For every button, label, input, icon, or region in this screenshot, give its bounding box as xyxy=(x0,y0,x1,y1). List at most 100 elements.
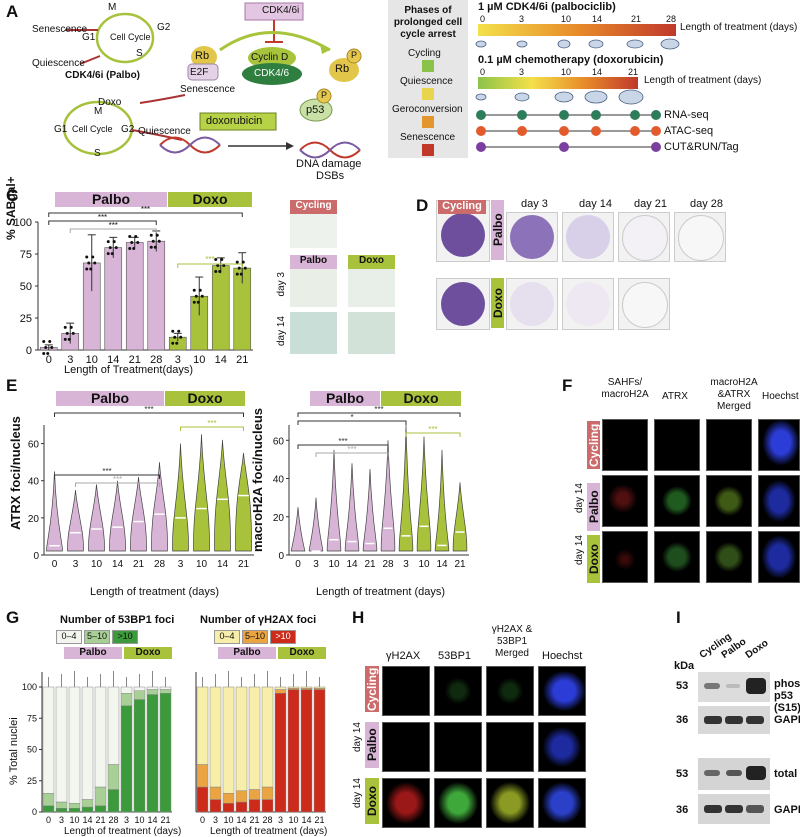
g-ytick-50: 50 xyxy=(27,745,37,755)
e-right-violin-4 xyxy=(362,468,378,552)
h-cycling-hoechst xyxy=(538,666,586,716)
d-day14-label: day 14 xyxy=(579,198,613,210)
d-well-doxo-d14 xyxy=(566,282,610,326)
c-point-7-0 xyxy=(192,288,196,292)
e-right-violin-3 xyxy=(344,463,360,552)
c-point-3-1 xyxy=(108,246,112,250)
f-palbo-atrx xyxy=(654,475,700,527)
c-point-5-3 xyxy=(155,233,159,237)
g-left-seg-7-1 xyxy=(133,690,146,700)
g-left-seg-0-1 xyxy=(42,793,55,806)
g-left-seg-8-0 xyxy=(146,686,159,690)
g-right-seg-2-0 xyxy=(222,686,235,794)
c-micro-doxo-d3 xyxy=(348,269,395,307)
c-point-3-5 xyxy=(106,252,110,256)
e-right-bracket-b-sig: *** xyxy=(347,445,356,454)
g-right-seg-9-0 xyxy=(313,686,326,689)
quiescence2-label: Quiescence xyxy=(138,126,191,137)
g-right-seg-9-2 xyxy=(313,689,326,813)
phase-senescence-label: Senescence xyxy=(400,132,456,143)
c-point-4-1 xyxy=(130,240,134,244)
e-right-violin-5 xyxy=(380,440,396,552)
c-point-1-0 xyxy=(63,325,67,329)
e-left-violin-6 xyxy=(172,443,189,552)
panel-h: γH2AX 53BP1 γH2AX & 53BP1 Merged Hoechst… xyxy=(352,620,602,835)
dsbs-label: DSBs xyxy=(316,170,345,182)
assay-timeline xyxy=(475,38,680,152)
rb-label: Rb xyxy=(195,50,210,62)
h-doxo-tag: Doxo xyxy=(365,778,379,824)
c-point-0-1 xyxy=(44,345,48,349)
d-day3-label: day 3 xyxy=(521,198,548,210)
c-point-5-2 xyxy=(153,245,157,249)
e-right-xtick-2: 10 xyxy=(328,559,340,570)
e-left-bracket-c-sig: *** xyxy=(144,405,153,414)
e-left-violin-3 xyxy=(109,480,126,552)
doxo-label: Doxo xyxy=(98,97,122,108)
g-left-seg-0-0 xyxy=(42,686,55,794)
d-well-cycling-2 xyxy=(441,282,485,326)
g-right-seg-0-0 xyxy=(196,686,209,765)
c-point-4-0 xyxy=(128,234,132,238)
i-blot-gapdh-2 xyxy=(698,794,770,824)
e-left-bracket-c xyxy=(54,412,244,417)
f-cycling-merged xyxy=(706,419,752,471)
c-point-7-4 xyxy=(200,294,204,298)
palbo-day-14: 14 xyxy=(592,14,603,24)
doxo-day-10: 10 xyxy=(561,67,572,77)
f-palbo-hoechst xyxy=(758,475,800,527)
e-right-bracket-d xyxy=(297,420,407,425)
palbo-day-10: 10 xyxy=(561,14,572,24)
e-right-doxo-band: Doxo xyxy=(381,391,461,406)
c-micro-palbo-d14 xyxy=(290,312,337,354)
g-left-seg-6-0 xyxy=(120,686,133,694)
g-ytick-0: 0 xyxy=(32,807,37,817)
g-left-legend: 0–4 5–10 >10 xyxy=(56,630,176,644)
panel-letter-a: A xyxy=(6,2,19,21)
e-right-violin-2 xyxy=(326,449,342,552)
g-left-xtick-1: 3 xyxy=(59,815,64,825)
cycle2-g2-label: G2 xyxy=(121,124,135,135)
palbo-day-28: 28 xyxy=(666,14,677,24)
c-point-2-3 xyxy=(91,255,95,259)
c-point-8-5 xyxy=(214,270,218,274)
c-bracket-0 xyxy=(48,220,157,225)
e-right-xtick-0: 0 xyxy=(295,559,301,570)
g-ytick-75: 75 xyxy=(27,713,37,723)
h-col-53bp1: 53BP1 xyxy=(438,650,472,662)
c-point-4-2 xyxy=(132,246,136,250)
inhibitor-box-label: CDK4/6i xyxy=(262,5,300,16)
g-right-xtick-9: 21 xyxy=(314,815,324,825)
g-right-xtick-3: 14 xyxy=(236,815,246,825)
e-right-bracket-a xyxy=(297,444,389,449)
d-well-palbo-d14 xyxy=(566,215,610,259)
c-xtick-3: 14 xyxy=(107,354,119,366)
g-left-seg-9-1 xyxy=(159,689,172,694)
g-left-seg-2-2 xyxy=(68,808,81,813)
g-right-seg-5-0 xyxy=(261,686,274,788)
c-point-1-2 xyxy=(67,337,71,341)
g-left-legend-3: >10 xyxy=(112,630,138,644)
e-right-xtick-6: 3 xyxy=(403,559,409,570)
d-doxo-tag: Doxo xyxy=(491,278,505,328)
doxo-day-21: 21 xyxy=(628,67,639,77)
doxo-timeline-title: 0.1 µM chemotherapy (doxorubicin) xyxy=(478,54,664,66)
i-blot-phospho-p53-label: phospho-p53 (S15) xyxy=(774,678,800,714)
c-ytick-label-75: 75 xyxy=(20,249,32,261)
c-point-1-3 xyxy=(69,325,73,329)
e-left-xtick-5: 28 xyxy=(154,559,166,570)
e-left-bracket-a-sig: *** xyxy=(102,467,111,476)
e-left-violin-5 xyxy=(151,462,168,552)
panel-d: Cycling Palbo day 3 day 14 day 21 day 28… xyxy=(436,198,726,340)
g-right-xtick-5: 28 xyxy=(262,815,272,825)
cdk46-label: CDK4/6 xyxy=(254,68,290,79)
c-xtick-8: 14 xyxy=(215,354,227,366)
dna-damage-label: DNA damage xyxy=(296,158,362,170)
palbo-day-0: 0 xyxy=(480,14,486,24)
g-right-seg-0-1 xyxy=(196,764,209,788)
f-doxo-sahfs xyxy=(602,531,648,583)
doxo-day-14: 14 xyxy=(592,67,603,77)
d-well-palbo-d21 xyxy=(622,215,668,261)
c-xlabel: Length of Treatment(days) xyxy=(64,364,194,376)
